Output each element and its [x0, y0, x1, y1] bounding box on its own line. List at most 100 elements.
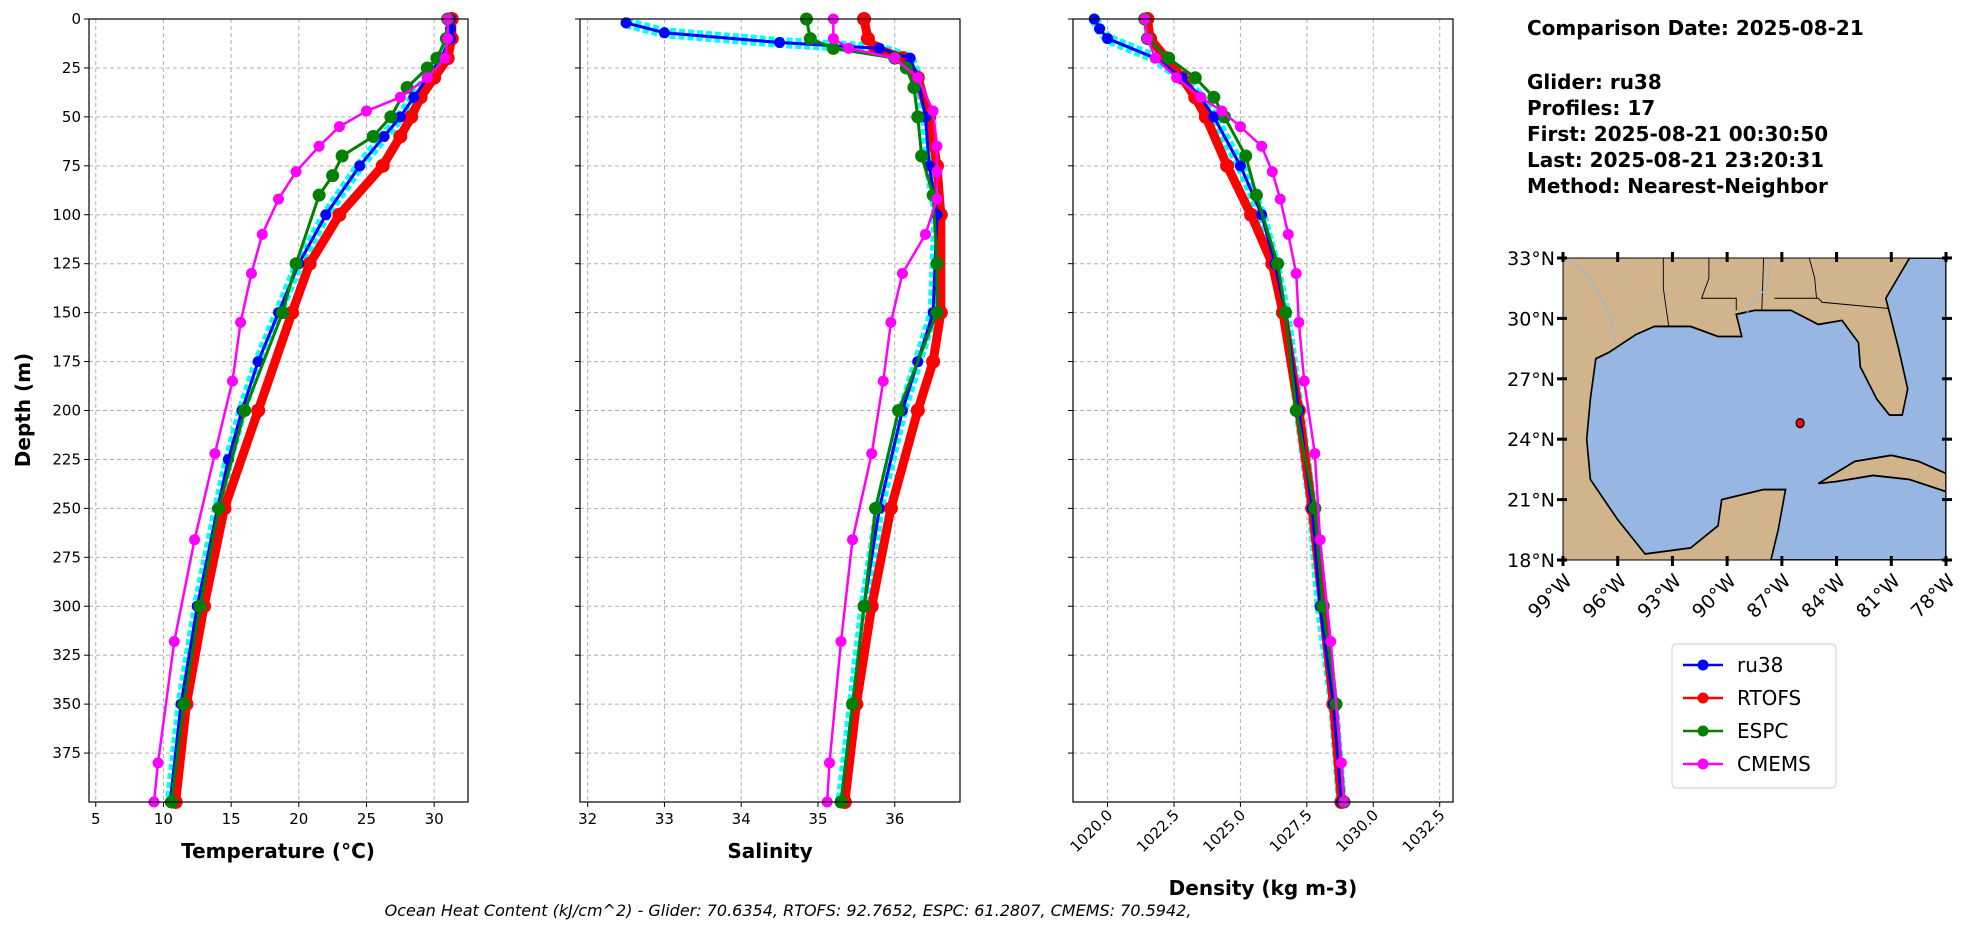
x-tick-label: 1022.5 — [1133, 806, 1183, 856]
cmems-marker — [843, 42, 855, 54]
lat-tick-label: 21°N — [1507, 490, 1555, 512]
x-tick-label: 35 — [808, 810, 827, 828]
cmems-marker — [885, 316, 897, 328]
espc-marker — [366, 129, 380, 143]
y-tick-label: 125 — [52, 255, 81, 273]
rtofs-marker — [404, 109, 419, 124]
x-tick-label: 5 — [91, 810, 101, 828]
lat-tick-label: 24°N — [1507, 429, 1555, 451]
cmems-marker — [835, 635, 847, 647]
x-tick-label: 25 — [357, 810, 376, 828]
ru38-marker — [354, 160, 366, 172]
lon-tick-label: 93°W — [1633, 570, 1686, 623]
espc-marker — [430, 51, 444, 65]
y-tick-label: 200 — [52, 402, 81, 420]
ocean-heat-content-caption: Ocean Heat Content (kJ/cm^2) - Glider: 7… — [385, 901, 1192, 920]
cmems-marker — [442, 33, 454, 45]
espc-marker — [1188, 71, 1202, 85]
lat-tick-label: 18°N — [1507, 550, 1555, 572]
cmems-marker — [360, 105, 372, 117]
cmems-marker — [1171, 72, 1183, 84]
rivers — [1744, 258, 1772, 319]
cmems-marker — [896, 267, 908, 279]
rtofs-marker — [285, 305, 300, 320]
rtofs-marker — [1198, 109, 1213, 124]
cmems-marker — [209, 448, 221, 460]
cmems-marker — [931, 166, 943, 178]
glider-name: Glider: ru38 — [1527, 70, 1662, 94]
profile-count: Profiles: 17 — [1527, 96, 1655, 120]
ru38-marker — [774, 36, 786, 48]
lon-tick-label: 78°W — [1907, 570, 1960, 623]
y-tick-label: 100 — [52, 206, 81, 224]
rtofs-marker — [1220, 158, 1235, 173]
rtofs-marker — [393, 129, 408, 144]
espc-marker — [930, 257, 944, 271]
cmems-marker — [866, 448, 878, 460]
cmems-marker — [1234, 121, 1246, 133]
location-map: 99°W 96°W 93°W 90°W 87°W 84°W 81°W 78°W 33°N 30°N… — [1507, 248, 1960, 623]
y-tick-label: 300 — [52, 597, 81, 615]
gulf-of-mexico — [1585, 258, 1946, 560]
espc-marker — [826, 41, 840, 55]
espc-marker — [312, 188, 326, 202]
rtofs-marker — [926, 354, 941, 369]
cmems-marker — [235, 316, 247, 328]
ru38-marker — [1094, 23, 1106, 35]
state-borders — [1808, 258, 1817, 299]
cmems-marker — [1282, 228, 1294, 240]
espc-marker — [1249, 188, 1263, 202]
cmems-marker — [1149, 52, 1161, 64]
cmems-marker — [421, 72, 433, 84]
salinity-axis-label: Salinity — [727, 839, 812, 863]
ru38-line — [1092, 18, 1343, 803]
y-tick-label: 75 — [62, 157, 81, 175]
cmems-marker — [919, 228, 931, 240]
espc-marker — [384, 110, 398, 124]
state-borders — [1662, 258, 1670, 327]
ru38-marker — [1234, 160, 1246, 172]
cmems-marker — [823, 757, 835, 769]
espc-marker — [289, 257, 303, 271]
lon-tick-label: 96°W — [1579, 570, 1632, 623]
x-tick-label: 1025.0 — [1199, 806, 1249, 856]
cmems-marker — [1216, 105, 1228, 117]
espc-marker — [238, 404, 252, 417]
ru38-marker — [904, 52, 916, 64]
y-tick-label: 250 — [52, 499, 81, 517]
rivers — [1568, 258, 1617, 345]
cmems-marker — [256, 228, 268, 240]
espc-marker — [869, 501, 883, 515]
legend-marker-cmems — [1697, 758, 1709, 770]
y-tick-label: 150 — [52, 304, 81, 322]
espc-marker — [177, 697, 191, 711]
legend-marker-ru38 — [1697, 659, 1709, 671]
legend-label-cmems: CMEMS — [1737, 752, 1811, 776]
depth-axis-label: Depth (m) — [11, 353, 35, 467]
x-tick-label: 32 — [578, 810, 597, 828]
x-tick-label: 36 — [885, 810, 904, 828]
cmems-marker — [168, 635, 180, 647]
espc-marker — [857, 599, 871, 613]
lon-tick-label: 81°W — [1852, 570, 1905, 623]
cmems-marker — [290, 166, 302, 178]
axes-frame — [88, 18, 469, 803]
cmems-marker — [245, 267, 257, 279]
lat-tick-label: 30°N — [1507, 308, 1555, 330]
ru38-line — [168, 19, 452, 803]
state-borders — [1774, 297, 1888, 309]
cmems-line — [825, 19, 939, 803]
cmems-marker — [1141, 33, 1153, 45]
cmems-marker — [1290, 267, 1302, 279]
lat-tick-label: 27°N — [1507, 369, 1555, 391]
cmems-marker — [1266, 166, 1278, 178]
legend-label-rtofs: RTOFS — [1737, 686, 1801, 710]
espc-marker — [1239, 149, 1253, 163]
cmems-marker — [1314, 534, 1326, 546]
x-tick-label: 1020.0 — [1067, 806, 1117, 856]
legend-marker-espc — [1697, 725, 1709, 737]
cmems-marker — [912, 72, 924, 84]
espc-marker — [915, 149, 929, 163]
ru38-marker — [320, 209, 332, 221]
x-tick-label: 10 — [154, 810, 173, 828]
